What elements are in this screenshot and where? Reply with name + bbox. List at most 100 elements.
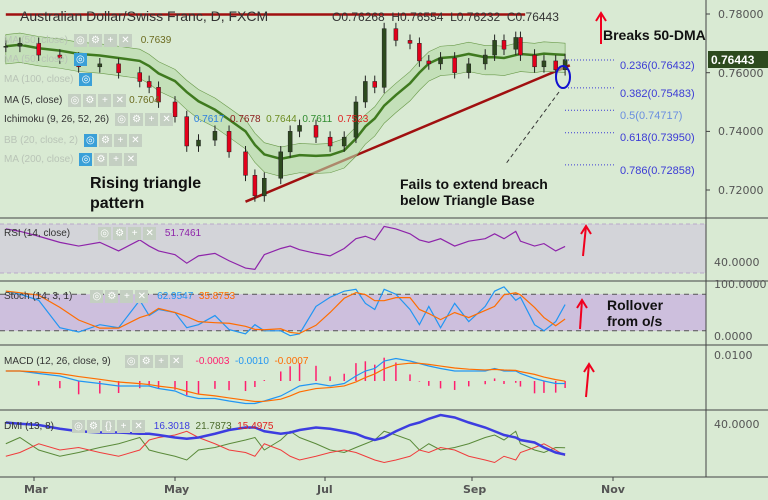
- candle: [97, 63, 103, 68]
- annotation-breaks-50dma: Breaks 50-DMA: [603, 27, 706, 43]
- breach-circle: [555, 65, 571, 89]
- adx-value: 16.3018: [153, 421, 190, 433]
- close-icon[interactable]: ✕: [135, 290, 149, 303]
- time-tick: Nov: [601, 483, 625, 496]
- adx-line: [5, 413, 566, 456]
- close-icon[interactable]: ✕: [124, 153, 138, 166]
- close-icon[interactable]: ✕: [169, 355, 183, 368]
- close-icon[interactable]: ✕: [132, 420, 146, 433]
- plus-icon[interactable]: +: [98, 94, 112, 107]
- gear-icon[interactable]: ⚙: [105, 290, 119, 303]
- macd-signal-value: -0.0007: [274, 356, 309, 368]
- ichimoku-base: 0.7678: [230, 114, 261, 126]
- stoch-tick: 0.0000: [714, 330, 753, 343]
- visibility-icon[interactable]: ◎: [72, 420, 86, 433]
- plus-icon[interactable]: +: [103, 34, 117, 47]
- rsi-legend[interactable]: RSI (14, close) ◎ ⚙ + ✕ 51.7461: [4, 227, 201, 240]
- candle: [212, 131, 218, 141]
- candle: [313, 125, 319, 138]
- visibility-icon[interactable]: ◎: [79, 73, 93, 86]
- close-icon[interactable]: ✕: [160, 113, 174, 126]
- candle: [278, 151, 283, 179]
- close-icon[interactable]: ✕: [113, 94, 127, 107]
- candle: [172, 101, 178, 117]
- legend-ichimoku[interactable]: Ichimoku (9, 26, 52, 26) ◎ ⚙ + ✕ 0.7617 0.76…: [4, 113, 368, 126]
- legend-ma5[interactable]: MA (5, close) ◎ ⚙ + ✕ 0.7604: [4, 94, 160, 107]
- plus-icon[interactable]: +: [120, 290, 134, 303]
- gear-icon[interactable]: ⚙: [98, 134, 112, 147]
- candle: [532, 54, 537, 68]
- candle: [363, 81, 368, 103]
- gear-icon[interactable]: ⚙: [83, 94, 97, 107]
- plus-icon[interactable]: +: [145, 113, 159, 126]
- candle: [482, 54, 488, 65]
- visibility-icon[interactable]: ◎: [73, 34, 87, 47]
- plus-di-line: [5, 430, 566, 461]
- rsi-label: RSI (14, close): [4, 228, 71, 240]
- candle: [156, 87, 161, 103]
- plus-icon[interactable]: +: [113, 134, 127, 147]
- visibility-icon[interactable]: ◎: [115, 113, 129, 126]
- gear-icon[interactable]: ⚙: [139, 355, 153, 368]
- rsi-line: [5, 225, 566, 270]
- candle: [184, 116, 189, 147]
- gear-icon[interactable]: ⚙: [113, 227, 127, 240]
- stoch-d-line: [5, 290, 566, 335]
- low-value: L0.76232: [450, 10, 501, 24]
- visibility-icon[interactable]: ◎: [90, 290, 104, 303]
- visibility-icon[interactable]: ◎: [79, 153, 93, 166]
- fib-label: 0.618(0.73950): [620, 132, 695, 144]
- candle: [553, 60, 558, 70]
- dmi-legend[interactable]: DMI (13, 8) ◎ ⚙{} + ✕ 16.3018 21.7873 15.497…: [4, 420, 273, 433]
- time-tick: Sep: [463, 483, 487, 496]
- legend-ma100[interactable]: MA (100, close) ◎: [4, 73, 93, 86]
- visibility-icon[interactable]: ◎: [83, 134, 97, 147]
- dmi-label: DMI (13, 8): [4, 421, 55, 433]
- legend-ma50-b[interactable]: MA (50, close) ◎: [4, 53, 87, 66]
- candle: [438, 57, 443, 65]
- macd-hist-value: -0.0003: [195, 356, 230, 368]
- candle: [297, 125, 302, 132]
- visibility-icon[interactable]: ◎: [98, 227, 112, 240]
- gear-icon[interactable]: ⚙: [87, 420, 101, 433]
- macd-legend[interactable]: MACD (12, 26, close, 9) ◎ ⚙ + ✕ -0.0003 -0.0…: [4, 355, 308, 368]
- legend-bb[interactable]: BB (20, close, 2) ◎ ⚙ + ✕: [4, 134, 142, 147]
- visibility-icon[interactable]: ◎: [68, 94, 82, 107]
- gear-icon[interactable]: ⚙: [94, 153, 108, 166]
- gear-icon[interactable]: ⚙: [88, 34, 102, 47]
- macd-tick: 0.0100: [714, 349, 753, 362]
- legend-ma200[interactable]: MA (200, close) ◎ ⚙ + ✕: [4, 153, 138, 166]
- plus-di-value: 21.7873: [195, 421, 232, 433]
- gear-icon[interactable]: ⚙: [130, 113, 144, 126]
- candle: [381, 28, 387, 88]
- candle: [426, 60, 432, 65]
- legend-label: BB (20, close, 2): [4, 135, 78, 147]
- stoch-arrow-icon: [579, 299, 583, 330]
- ichimoku-span-a: 0.7611: [302, 114, 333, 126]
- plus-icon[interactable]: +: [154, 355, 168, 368]
- candle: [501, 40, 507, 50]
- candle: [513, 37, 518, 50]
- high-value: H0.76554: [391, 10, 444, 24]
- ichimoku-lagging: 0.7644: [266, 114, 297, 126]
- candle: [353, 101, 359, 138]
- close-icon[interactable]: ✕: [128, 134, 142, 147]
- annotation-fails-breach: Fails to extend breach below Triangle Ba…: [400, 176, 548, 208]
- stoch-legend[interactable]: Stoch (14, 3, 1) ◎ ⚙ + ✕ 62.9547 35.8753: [4, 290, 235, 303]
- stoch-tick: 100.0000: [714, 278, 767, 291]
- close-icon[interactable]: ✕: [143, 227, 157, 240]
- candle: [327, 136, 333, 147]
- legend-ma50[interactable]: MA (50, close) ◎ ⚙ + ✕ 0.7639: [4, 34, 171, 47]
- plus-icon[interactable]: +: [117, 420, 131, 433]
- legend-label: MA (50, close): [4, 54, 68, 66]
- plus-icon[interactable]: +: [109, 153, 123, 166]
- legend-label: MA (5, close): [4, 95, 63, 107]
- braces-icon[interactable]: {}: [102, 420, 116, 433]
- visibility-icon[interactable]: ◎: [124, 355, 138, 368]
- plus-icon[interactable]: +: [128, 227, 142, 240]
- candle: [417, 43, 422, 62]
- visibility-icon[interactable]: ◎: [73, 53, 87, 66]
- time-tick: Jul: [317, 483, 333, 496]
- close-icon[interactable]: ✕: [118, 34, 132, 47]
- open-value: O0.76268: [332, 10, 385, 24]
